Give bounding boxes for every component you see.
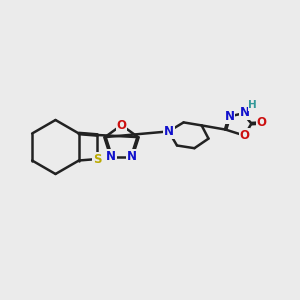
Text: O: O — [256, 116, 267, 130]
Text: N: N — [164, 125, 174, 138]
Text: N: N — [127, 150, 137, 163]
Text: H: H — [248, 100, 257, 110]
Text: N: N — [106, 150, 116, 163]
Text: O: O — [239, 129, 250, 142]
Text: N: N — [224, 110, 235, 123]
Text: N: N — [239, 106, 250, 119]
Text: O: O — [116, 118, 127, 132]
Text: S: S — [93, 152, 102, 166]
